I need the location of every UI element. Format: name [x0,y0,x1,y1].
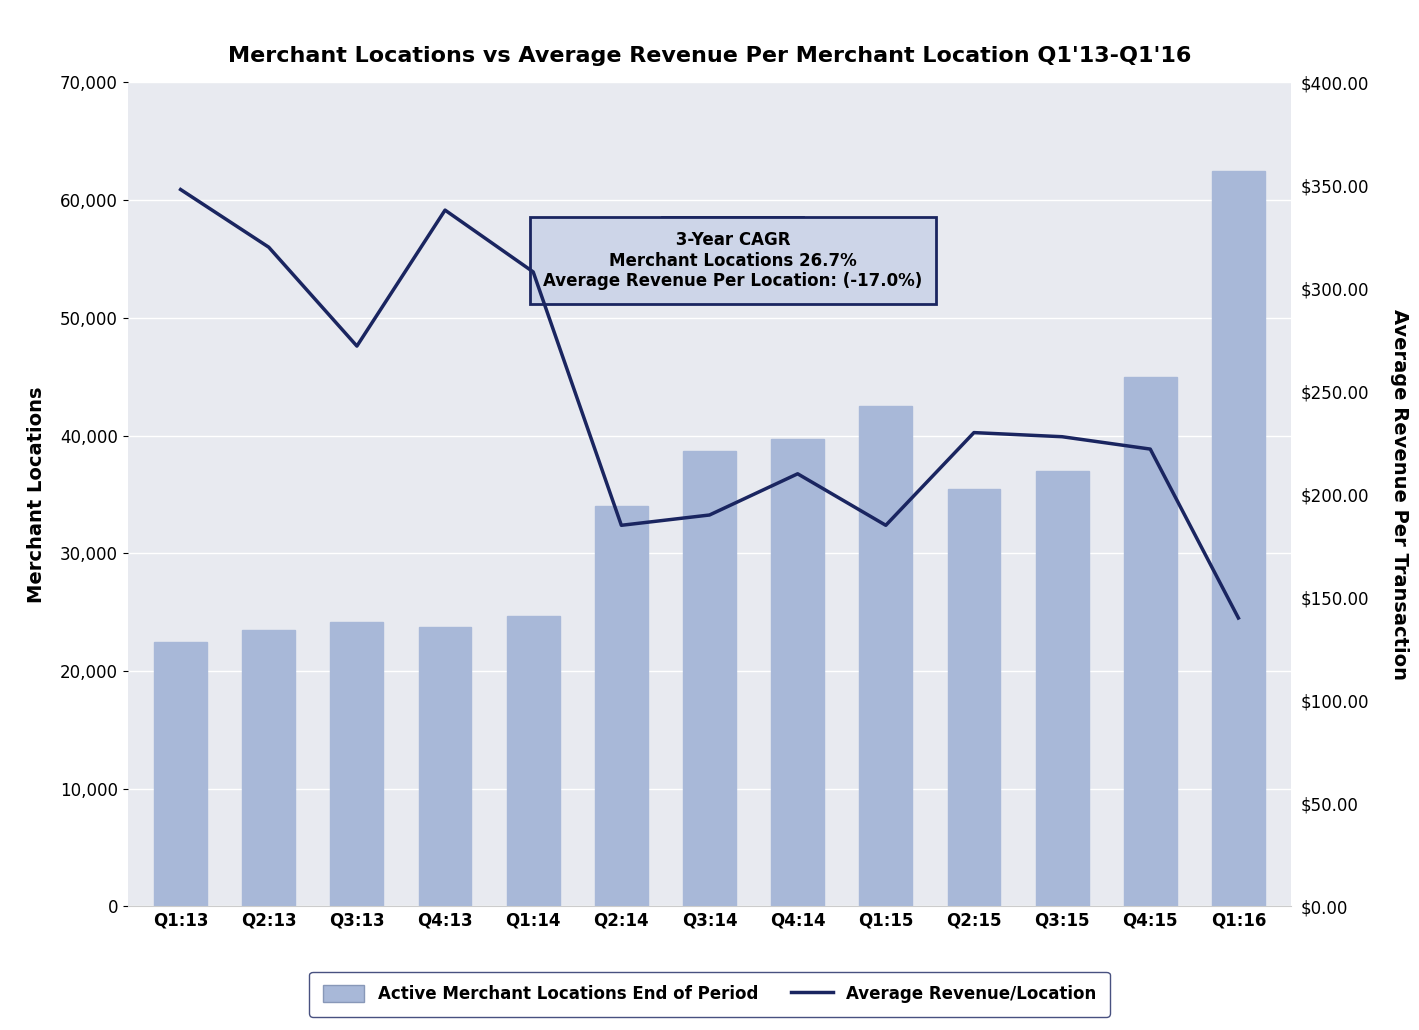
Text: 3-Year CAGR 
Merchant Locations 26.7%
Average Revenue Per Location: (-17.0%): 3-Year CAGR Merchant Locations 26.7% Ave… [543,231,922,290]
Bar [419,627,471,906]
Title: Merchant Locations vs Average Revenue Per Merchant Location Q1'13-Q1'16: Merchant Locations vs Average Revenue Pe… [228,45,1191,66]
Bar [948,488,1000,906]
Bar [243,629,295,906]
Bar [771,439,824,906]
Y-axis label: Merchant Locations: Merchant Locations [27,386,45,603]
Bar [507,616,559,906]
Text: 3-Year CAGR: 3-Year CAGR [675,231,790,248]
Bar [1124,377,1176,906]
Y-axis label: Average Revenue Per Transaction: Average Revenue Per Transaction [1391,309,1409,680]
Bar [860,406,912,906]
Bar [1212,171,1264,906]
Legend: Active Merchant Locations End of Period, Average Revenue/Location: Active Merchant Locations End of Period,… [309,971,1110,1017]
Bar [595,506,648,906]
Bar [155,642,207,906]
Bar [1036,471,1088,906]
Bar [331,621,383,906]
Bar [683,451,736,906]
